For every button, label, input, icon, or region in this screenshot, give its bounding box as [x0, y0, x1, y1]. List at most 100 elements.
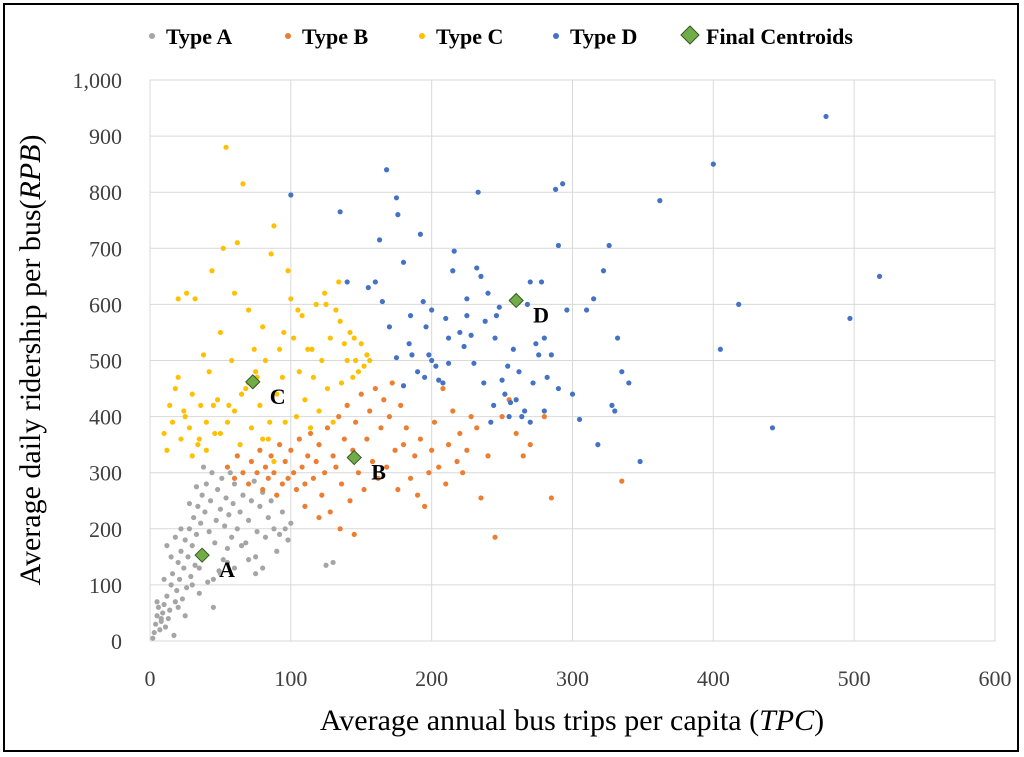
point-type-d [502, 391, 508, 397]
point-type-d [847, 315, 853, 322]
point-type-a [161, 576, 167, 582]
point-type-c [203, 447, 209, 453]
point-type-a [175, 604, 181, 610]
point-type-b [302, 481, 308, 487]
point-type-a [237, 509, 243, 515]
point-type-d [519, 414, 525, 420]
point-type-d [445, 335, 452, 341]
point-type-a [210, 576, 216, 582]
point-type-c [262, 357, 269, 364]
point-type-d [496, 304, 502, 310]
point-type-c [333, 307, 339, 313]
point-type-a [279, 509, 285, 515]
point-type-b [248, 458, 254, 465]
point-type-b [372, 385, 378, 392]
point-type-a [262, 534, 269, 540]
point-type-b [364, 436, 370, 442]
legend-label-type-a: Type A [166, 24, 232, 49]
point-type-b [262, 464, 269, 470]
point-type-c [267, 419, 273, 425]
y-axis-title: Average daily ridership per bus(RPB) [14, 135, 47, 586]
y-tick-label: 300 [89, 461, 122, 486]
point-type-b [274, 492, 280, 498]
point-type-b [245, 481, 252, 487]
point-type-b [302, 503, 308, 509]
point-type-b [296, 436, 302, 442]
point-type-d [541, 335, 547, 341]
point-type-a [210, 604, 216, 610]
point-type-b [330, 453, 336, 459]
point-type-c [309, 346, 315, 352]
point-type-b [265, 475, 271, 481]
point-type-a [200, 464, 207, 470]
point-type-c [203, 419, 209, 425]
point-type-a [193, 531, 200, 538]
point-type-d [541, 408, 547, 414]
point-type-d [461, 343, 467, 350]
point-type-d [344, 279, 350, 285]
centroid-label-a: A [219, 557, 235, 582]
point-type-d [445, 360, 452, 366]
point-type-a [224, 545, 231, 552]
point-type-c [196, 436, 202, 442]
point-type-d [513, 397, 519, 403]
point-type-c [327, 335, 333, 341]
point-type-b [240, 470, 246, 476]
point-type-a [164, 543, 170, 549]
point-type-c [319, 357, 325, 364]
point-type-a [155, 604, 162, 610]
point-type-c [186, 425, 193, 431]
point-type-b [392, 447, 398, 453]
point-type-d [576, 416, 583, 423]
point-type-b [260, 486, 266, 493]
point-type-d [533, 341, 539, 347]
point-type-c [209, 268, 215, 274]
point-type-c [279, 374, 285, 380]
point-type-b [460, 470, 466, 476]
point-type-c [355, 369, 362, 375]
point-type-a [195, 503, 201, 509]
point-type-b [344, 402, 350, 408]
point-type-d [591, 296, 597, 302]
point-type-c [350, 374, 356, 380]
point-type-a [220, 557, 226, 563]
point-type-b [414, 492, 421, 498]
point-type-d [475, 189, 481, 195]
point-type-b [313, 458, 319, 465]
point-type-b [499, 414, 505, 420]
point-type-d [538, 279, 545, 285]
point-type-a [175, 559, 181, 566]
grid-lines [149, 79, 996, 642]
point-type-b [457, 430, 463, 437]
x-axis-title: Average annual bus trips per capita (TPC… [320, 704, 824, 737]
point-type-c [296, 369, 302, 375]
centroid-b [346, 449, 362, 466]
x-tick-label: 0 [145, 666, 156, 691]
point-type-a [186, 526, 193, 532]
point-type-a [268, 498, 274, 504]
point-type-b [336, 414, 342, 420]
point-type-c [302, 397, 308, 403]
point-type-b [384, 464, 390, 470]
y-tick-label: 600 [89, 292, 122, 317]
point-type-a [179, 596, 185, 602]
point-type-a [191, 514, 197, 521]
point-type-a [224, 559, 231, 566]
point-type-a [253, 554, 259, 560]
point-type-d [464, 313, 470, 319]
point-type-b [316, 514, 322, 521]
point-type-c [281, 329, 287, 336]
legend-marker-type-c [419, 33, 425, 39]
point-type-c [268, 251, 274, 257]
point-type-d [395, 212, 401, 218]
point-type-d [717, 346, 723, 352]
point-type-c [184, 290, 190, 296]
point-type-c [295, 307, 301, 313]
point-type-b [541, 414, 547, 420]
legend-label-type-d: Type D [570, 24, 637, 49]
point-type-a [254, 529, 260, 535]
point-type-a [161, 601, 167, 608]
point-type-a [198, 520, 204, 526]
point-type-d [372, 279, 378, 285]
point-type-d [471, 360, 477, 366]
